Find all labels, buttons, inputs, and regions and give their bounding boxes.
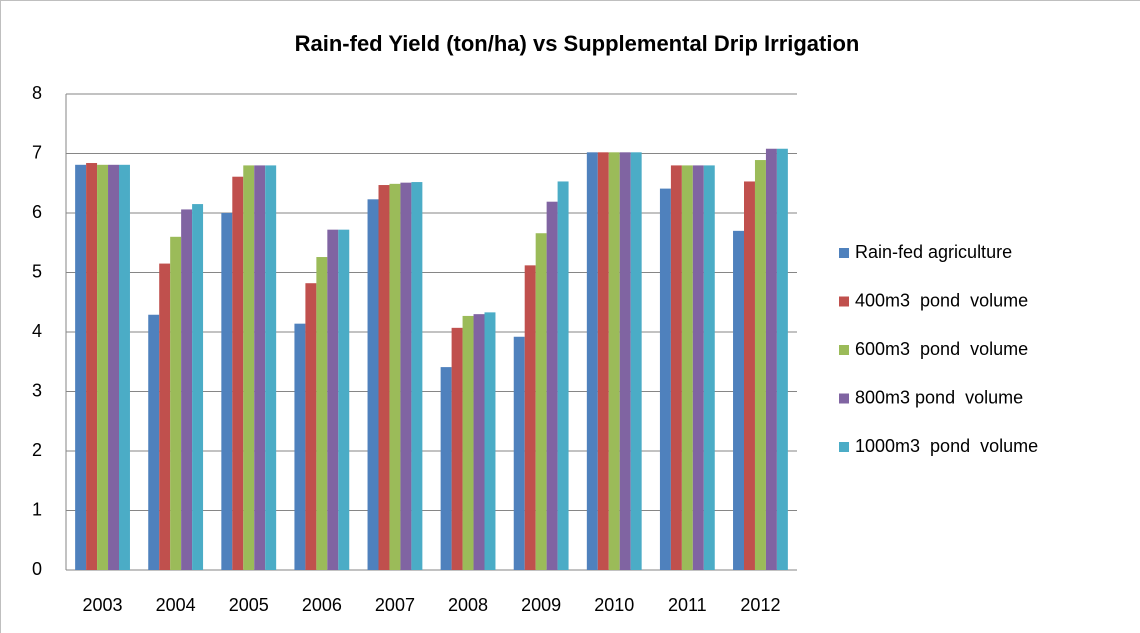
bar xyxy=(118,164,130,570)
x-tick-label: 2012 xyxy=(740,595,780,615)
y-tick-label: 4 xyxy=(32,321,42,341)
bar xyxy=(243,165,255,570)
y-tick-label: 3 xyxy=(32,380,42,400)
bar xyxy=(692,165,704,570)
legend-swatch xyxy=(839,296,849,307)
bar xyxy=(86,163,98,570)
bar xyxy=(221,213,233,570)
legend-swatch xyxy=(839,248,849,258)
legend-label: 800m3 pond volume xyxy=(855,387,1023,407)
bar xyxy=(597,152,609,570)
bar xyxy=(97,164,109,570)
legend-swatch xyxy=(839,393,849,404)
bar xyxy=(294,323,306,570)
bar xyxy=(608,152,620,570)
bar xyxy=(754,160,766,571)
y-tick-label: 5 xyxy=(32,261,42,281)
y-tick-label: 8 xyxy=(32,83,42,103)
y-tick-label: 2 xyxy=(32,440,42,460)
bar xyxy=(765,148,777,571)
bar xyxy=(535,233,547,571)
bar xyxy=(159,263,171,570)
x-tick-label: 2004 xyxy=(156,595,196,615)
bar xyxy=(265,165,277,570)
x-tick-label: 2009 xyxy=(521,595,561,615)
bar xyxy=(776,148,788,571)
bar xyxy=(659,188,671,571)
y-tick-label: 6 xyxy=(32,202,42,222)
x-tick-label: 2007 xyxy=(375,595,415,615)
bar xyxy=(367,199,379,570)
bar xyxy=(232,176,244,570)
y-tick-label: 0 xyxy=(32,559,42,579)
legend-label: 600m3 pond volume xyxy=(855,339,1028,359)
bar xyxy=(440,367,452,570)
y-tick-label: 1 xyxy=(32,499,42,519)
bar xyxy=(619,152,631,570)
bar xyxy=(586,152,598,570)
x-tick-label: 2003 xyxy=(83,595,123,615)
bar xyxy=(108,164,119,570)
bar xyxy=(630,152,642,570)
x-tick-label: 2006 xyxy=(302,595,342,615)
bar xyxy=(170,236,182,571)
legend-label: 400m3 pond volume xyxy=(855,290,1028,310)
bar xyxy=(75,164,87,570)
bar xyxy=(181,209,193,570)
bar xyxy=(484,312,496,570)
bar xyxy=(411,182,423,570)
chart-title: Rain-fed Yield (ton/ha) vs Supplemental … xyxy=(295,31,860,56)
x-tick-label: 2011 xyxy=(668,595,707,615)
bar xyxy=(305,283,317,570)
bar xyxy=(389,183,401,570)
x-tick-label: 2010 xyxy=(594,595,634,615)
x-tick-label: 2008 xyxy=(448,595,488,615)
bar xyxy=(744,181,755,570)
bar xyxy=(473,314,485,570)
legend-swatch xyxy=(839,442,849,452)
bar xyxy=(400,182,412,570)
bar xyxy=(327,229,339,570)
legend-label: Rain-fed agriculture xyxy=(855,242,1012,262)
bar xyxy=(316,257,328,570)
bar xyxy=(513,336,525,570)
bar xyxy=(524,265,536,570)
bar xyxy=(681,165,693,570)
bar xyxy=(378,185,390,570)
bar xyxy=(451,327,463,570)
bar xyxy=(254,165,266,570)
x-tick-label: 2005 xyxy=(229,595,269,615)
y-tick-label: 7 xyxy=(32,142,42,162)
bar xyxy=(703,165,715,570)
legend-swatch xyxy=(839,345,849,355)
bar xyxy=(670,165,682,570)
bar xyxy=(557,181,569,570)
bar xyxy=(546,201,558,570)
bar xyxy=(192,204,204,570)
bar xyxy=(462,315,474,570)
legend-label: 1000m3 pond volume xyxy=(855,436,1038,456)
bar xyxy=(338,229,350,570)
bar xyxy=(733,230,745,570)
bar xyxy=(148,314,160,570)
